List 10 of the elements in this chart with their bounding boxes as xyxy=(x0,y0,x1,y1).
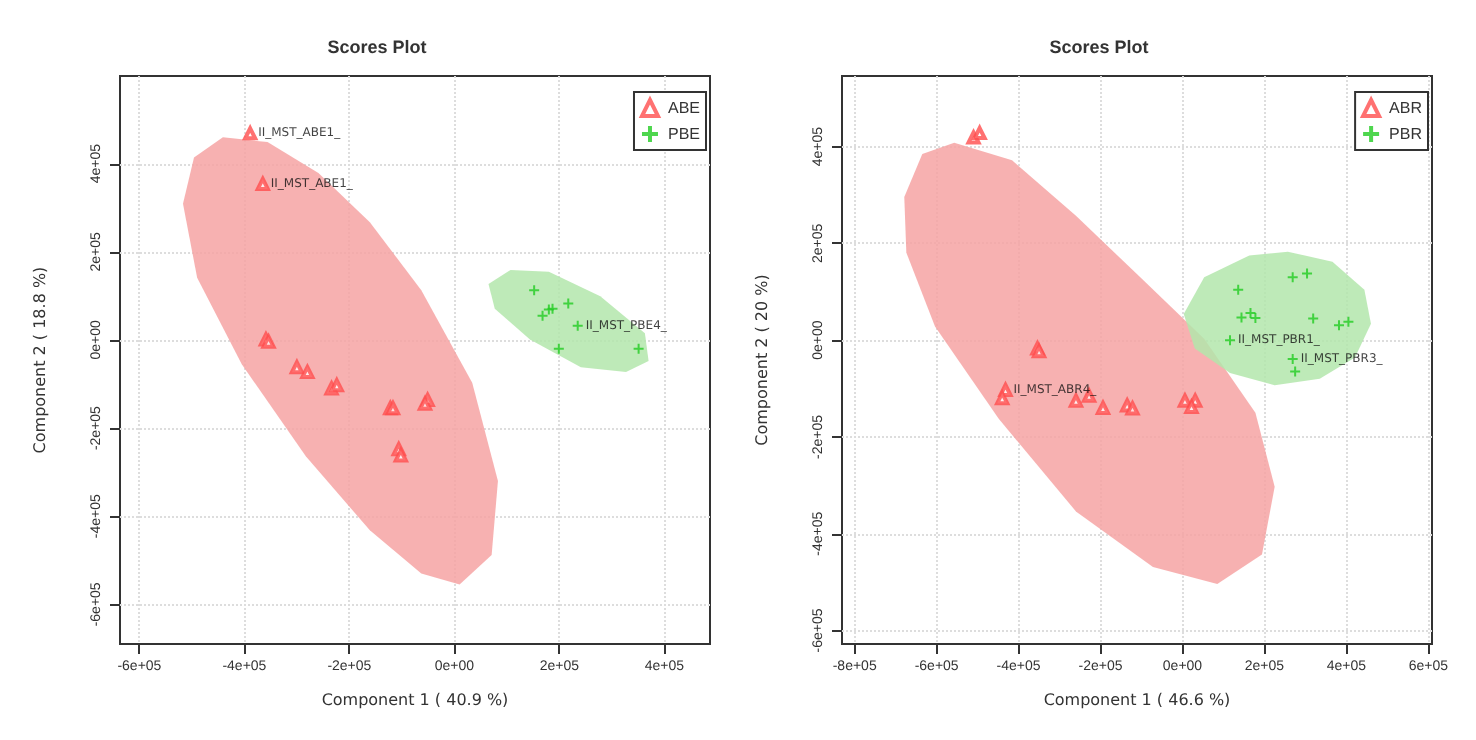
y-axis-title: Component 2 ( 20 %) xyxy=(753,274,771,446)
legend-label: PBE xyxy=(667,125,701,143)
y-axis-title: Component 2 ( 18.8 %) xyxy=(31,266,49,454)
legend-label: ABR xyxy=(1389,99,1423,117)
chart-title: Scores Plot xyxy=(1049,37,1149,57)
legend-label: PBR xyxy=(1389,125,1423,143)
legend-label: ABE xyxy=(667,99,701,117)
x-axis-title: Component 1 ( 40.9 %) xyxy=(321,691,509,709)
chart-title: Scores Plot xyxy=(327,37,427,57)
x-axis-title: Component 1 ( 46.6 %) xyxy=(1043,691,1231,709)
